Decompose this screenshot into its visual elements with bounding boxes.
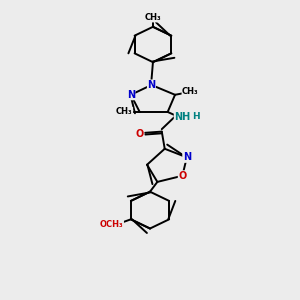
Text: O: O [178, 171, 187, 181]
Text: CH₃: CH₃ [145, 13, 161, 22]
Text: N: N [147, 80, 155, 90]
Text: H: H [192, 112, 200, 121]
Text: CH₃: CH₃ [116, 107, 133, 116]
Text: N: N [183, 152, 191, 162]
Text: CH₃: CH₃ [182, 87, 199, 96]
Text: O: O [136, 129, 144, 139]
Text: NH: NH [174, 112, 190, 122]
Text: OCH₃: OCH₃ [100, 220, 124, 229]
Text: N: N [127, 90, 135, 100]
